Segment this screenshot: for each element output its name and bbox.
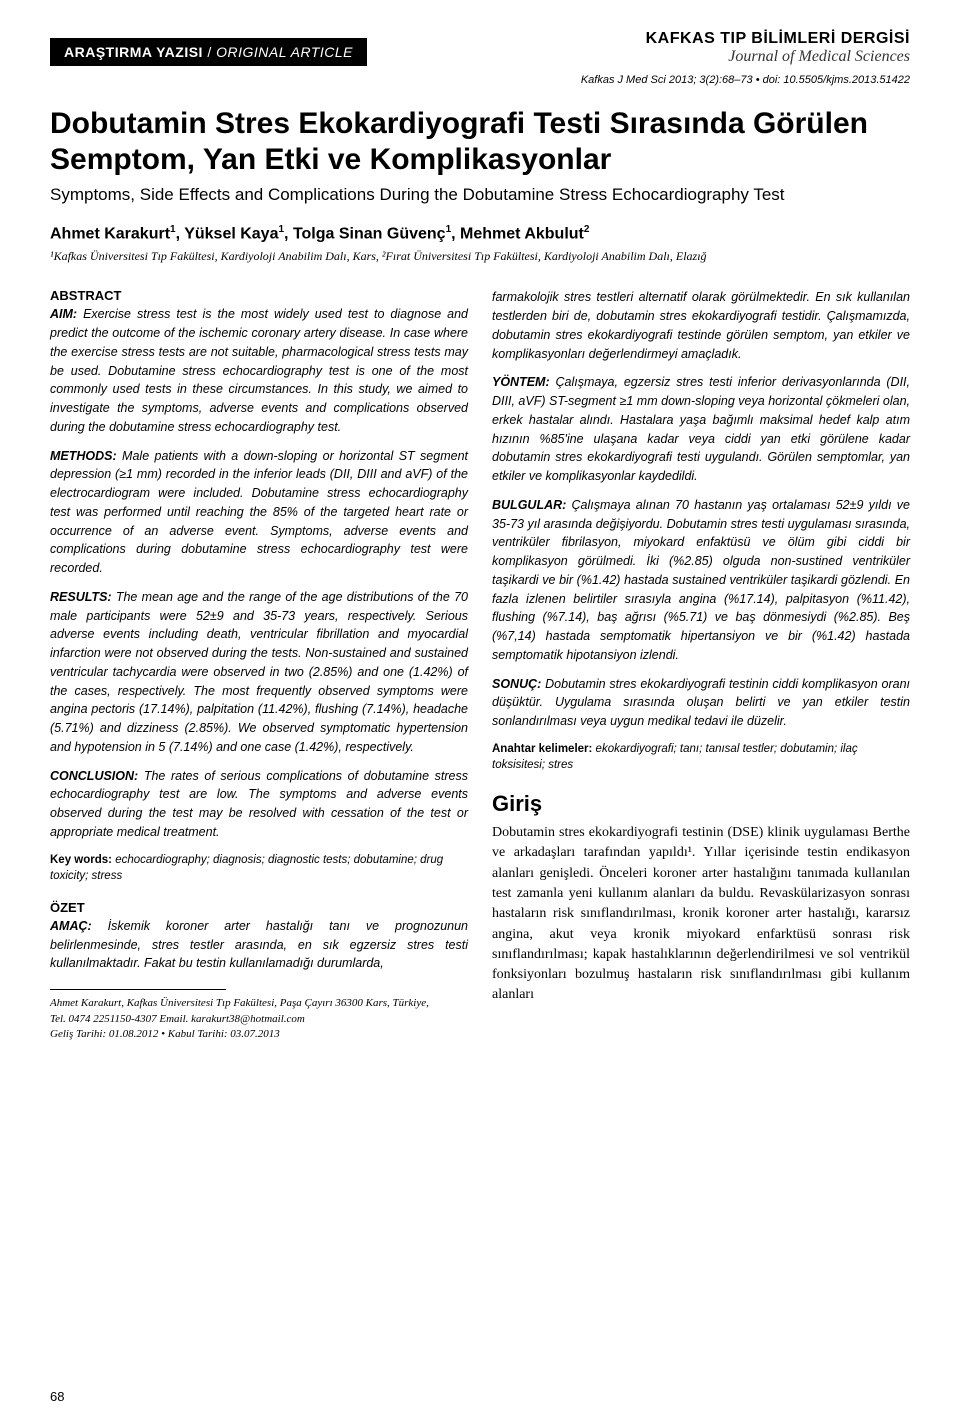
- abstract-aim-text: Exercise stress test is the most widely …: [50, 307, 468, 434]
- corr-line2: Tel. 0474 2251150-4307 Email. karakurt38…: [50, 1012, 468, 1027]
- keywords: Key words: echocardiography; diagnosis; …: [50, 852, 468, 884]
- corr-line3: Geliş Tarihi: 01.08.2012 • Kabul Tarihi:…: [50, 1027, 468, 1042]
- abstract-conclusion-label: CONCLUSION:: [50, 769, 138, 783]
- abstract-aim-label: AIM:: [50, 307, 77, 321]
- article-type-italic: ORIGINAL ARTICLE: [216, 44, 353, 60]
- abstract-results-text: The mean age and the range of the age di…: [50, 590, 468, 754]
- ozet-amac-continued: farmakolojik stres testleri alternatif o…: [492, 288, 910, 363]
- ozet-yontem-text: Çalışmaya, egzersiz stres testi inferior…: [492, 375, 910, 483]
- ozet-amac-text-right: farmakolojik stres testleri alternatif o…: [492, 290, 910, 360]
- abstract-methods: METHODS: Male patients with a down-slopi…: [50, 447, 468, 578]
- ozet-sonuc-text: Dobutamin stres ekokardiyografi testinin…: [492, 677, 910, 729]
- two-column-layout: ABSTRACT AIM: Exercise stress test is th…: [50, 288, 910, 1042]
- corresponding-author: Ahmet Karakurt, Kafkas Üniversitesi Tıp …: [50, 996, 468, 1042]
- anahtar-kelimeler: Anahtar kelimeler: ekokardiyografi; tanı…: [492, 741, 910, 773]
- ozet-sonuc: SONUÇ: Dobutamin stres ekokardiyografi t…: [492, 675, 910, 731]
- title-english: Symptoms, Side Effects and Complications…: [50, 184, 910, 206]
- ozet-sonuc-label: SONUÇ:: [492, 677, 541, 691]
- abstract-heading: ABSTRACT: [50, 288, 468, 303]
- divider: [50, 989, 226, 990]
- journal-brand-line2: Journal of Medical Sciences: [646, 48, 910, 66]
- abstract-results: RESULTS: The mean age and the range of t…: [50, 588, 468, 757]
- article-type-sep: /: [203, 44, 216, 60]
- abstract-results-label: RESULTS:: [50, 590, 112, 604]
- header-row: ARAŞTIRMA YAZISI / ORIGINAL ARTICLE KAFK…: [50, 30, 910, 66]
- authors: Ahmet Karakurt1, Yüksel Kaya1, Tolga Sin…: [50, 224, 910, 243]
- abstract-conclusion: CONCLUSION: The rates of serious complic…: [50, 767, 468, 842]
- right-column: farmakolojik stres testleri alternatif o…: [492, 288, 910, 1042]
- page-number: 68: [50, 1389, 64, 1404]
- ozet-yontem-label: YÖNTEM:: [492, 375, 550, 389]
- left-column: ABSTRACT AIM: Exercise stress test is th…: [50, 288, 468, 1042]
- article-type-banner: ARAŞTIRMA YAZISI / ORIGINAL ARTICLE: [50, 38, 367, 66]
- giris-heading: Giriş: [492, 791, 910, 817]
- abstract-methods-text: Male patients with a down-sloping or hor…: [50, 449, 468, 576]
- ozet-bulgular-label: BULGULAR:: [492, 498, 566, 512]
- ozet-block: ÖZET AMAÇ: İskemik koroner arter hastalı…: [50, 900, 468, 973]
- citation: Kafkas J Med Sci 2013; 3(2):68–73 • doi:…: [50, 74, 910, 86]
- title-turkish: Dobutamin Stres Ekokardiyografi Testi Sı…: [50, 106, 910, 178]
- journal-brand-line1: KAFKAS TIP BİLİMLERİ DERGİSİ: [646, 30, 910, 48]
- ozet-amac-text-left: İskemik koroner arter hastalığı tanı ve …: [50, 919, 468, 971]
- ozet-block-continued: farmakolojik stres testleri alternatif o…: [492, 288, 910, 731]
- abstract-methods-label: METHODS:: [50, 449, 117, 463]
- giris-body: Dobutamin stres ekokardiyografi testinin…: [492, 823, 910, 1006]
- journal-logo: KAFKAS TIP BİLİMLERİ DERGİSİ Journal of …: [646, 30, 910, 66]
- ozet-yontem: YÖNTEM: Çalışmaya, egzersiz stres testi …: [492, 373, 910, 486]
- abstract-aim: AIM: Exercise stress test is the most wi…: [50, 305, 468, 436]
- corr-line1: Ahmet Karakurt, Kafkas Üniversitesi Tıp …: [50, 996, 468, 1011]
- ozet-bulgular: BULGULAR: Çalışmaya alınan 70 hastanın y…: [492, 496, 910, 665]
- ozet-amac-partial: AMAÇ: İskemik koroner arter hastalığı ta…: [50, 917, 468, 973]
- keywords-label: Key words:: [50, 854, 112, 866]
- affiliations: ¹Kafkas Üniversitesi Tıp Fakültesi, Kard…: [50, 249, 910, 264]
- ozet-bulgular-text: Çalışmaya alınan 70 hastanın yaş ortalam…: [492, 498, 910, 662]
- ozet-amac-label: AMAÇ:: [50, 919, 92, 933]
- ozet-heading: ÖZET: [50, 900, 468, 915]
- anahtar-label: Anahtar kelimeler:: [492, 743, 592, 755]
- article-type-bold: ARAŞTIRMA YAZISI: [64, 44, 203, 60]
- abstract-block: ABSTRACT AIM: Exercise stress test is th…: [50, 288, 468, 841]
